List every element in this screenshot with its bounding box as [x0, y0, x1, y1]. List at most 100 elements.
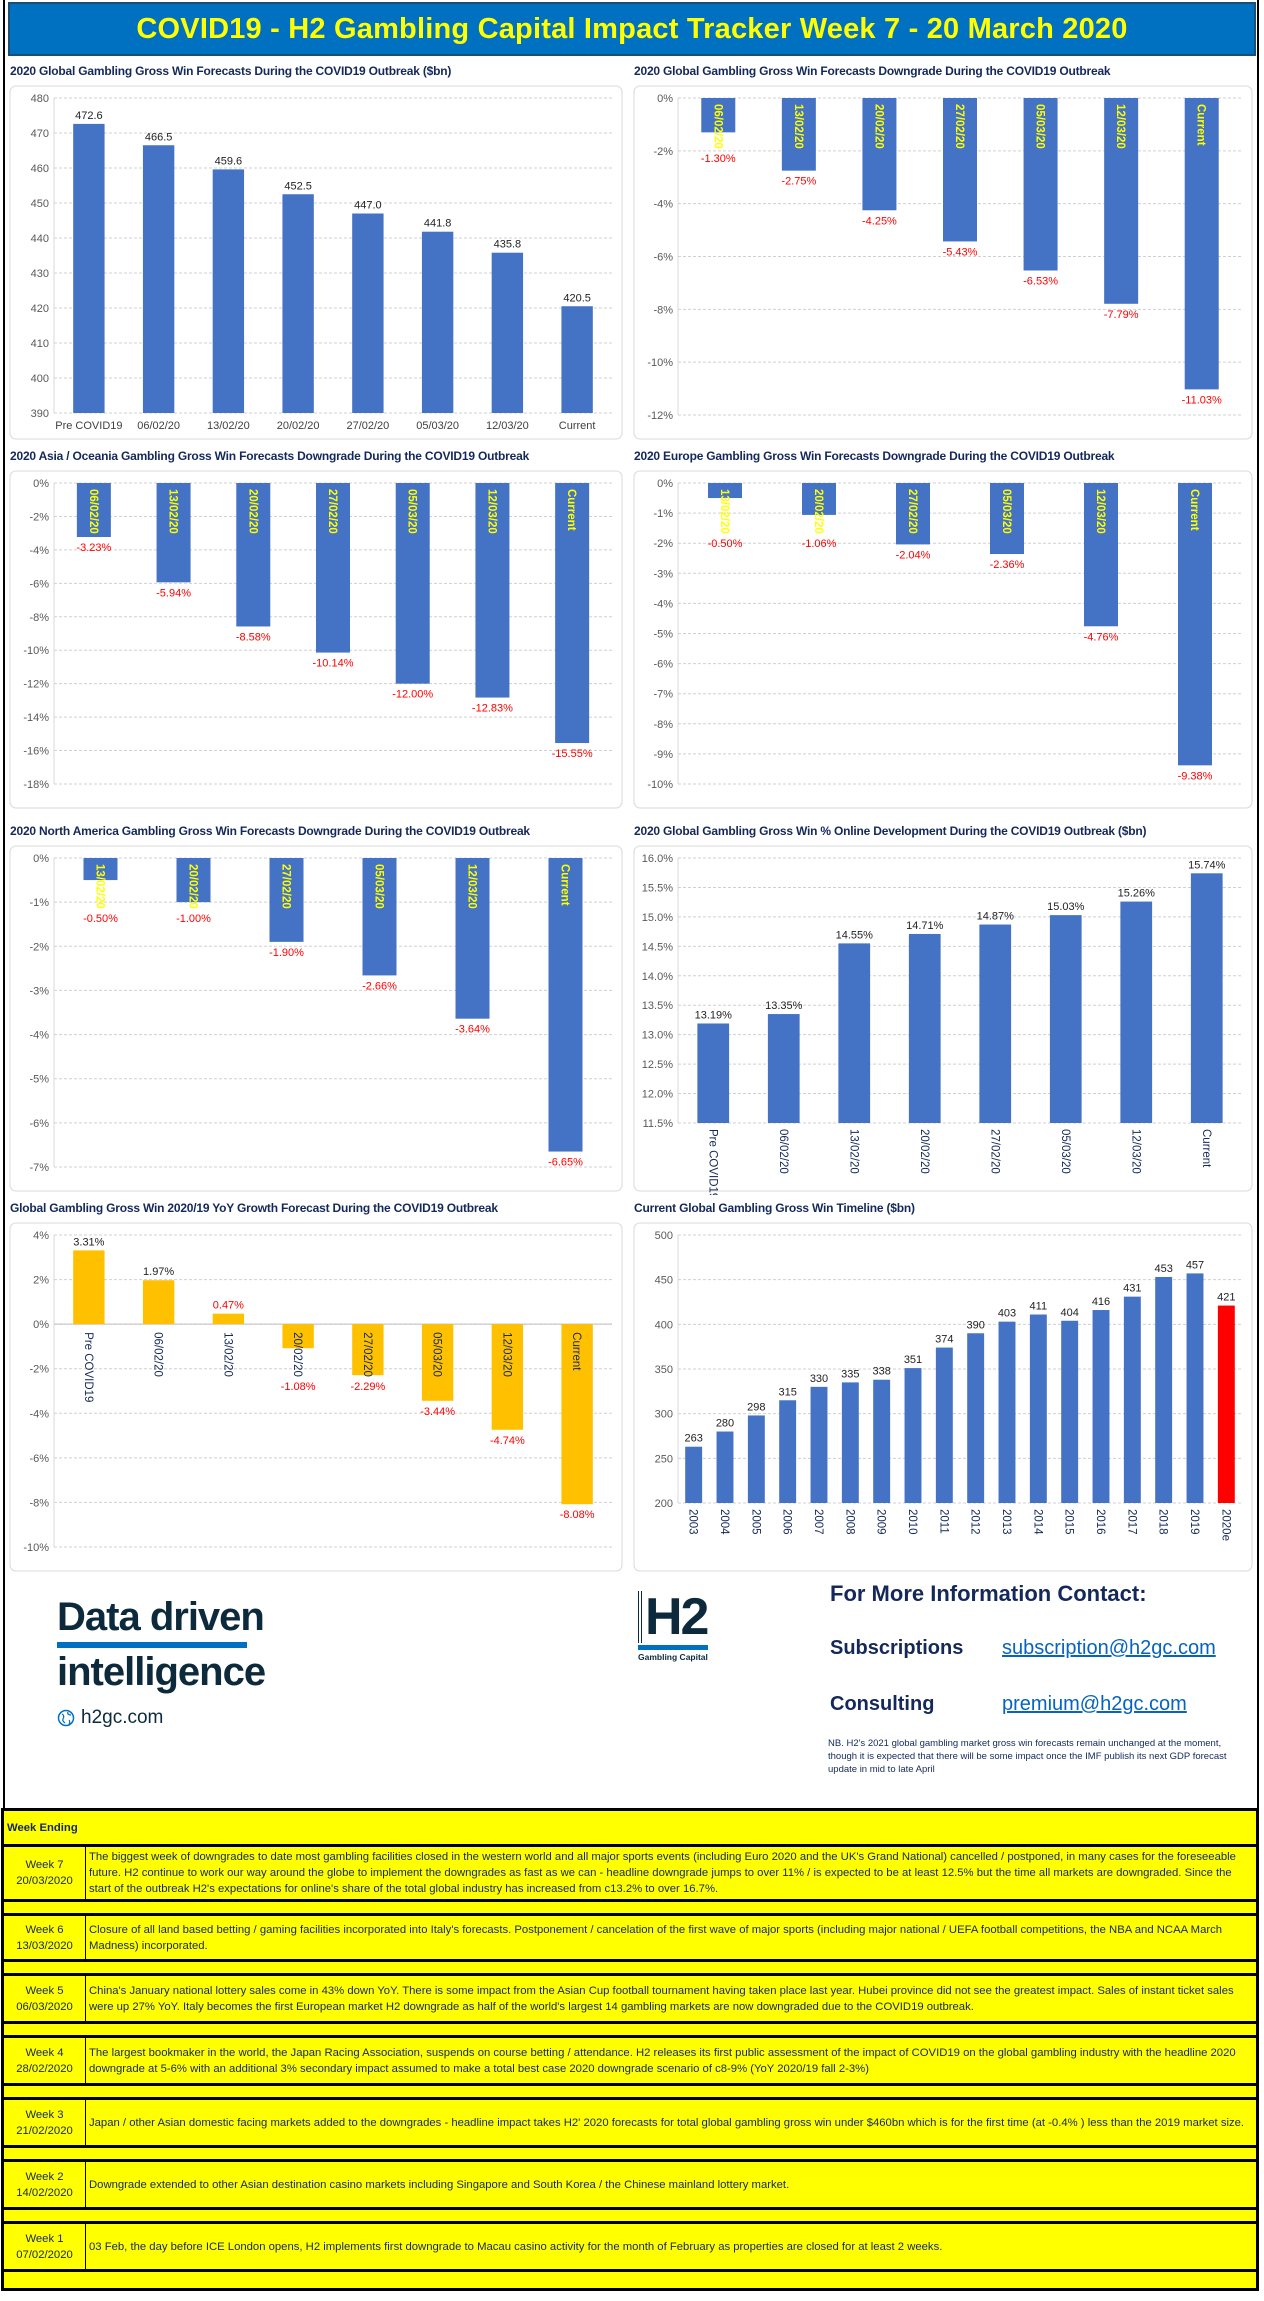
- chart-title: Current Global Gambling Gross Win Timeli…: [634, 1201, 915, 1215]
- category-label: 06/02/20: [777, 1129, 789, 1174]
- y-tick-label: -6%: [29, 1453, 49, 1465]
- data-label: 15.74%: [1188, 859, 1226, 871]
- data-label: -12.00%: [392, 689, 433, 701]
- table-header: Week Ending: [4, 1811, 1256, 1847]
- bar: [212, 1313, 245, 1325]
- data-label: 403: [998, 1308, 1016, 1320]
- y-tick-label: 440: [31, 233, 49, 245]
- category-label: 12/03/20: [466, 864, 478, 909]
- y-tick-label: 470: [31, 128, 49, 140]
- tagline-line1: Data driven: [57, 1595, 265, 1639]
- table-row: Week 2 14/02/2020 Downgrade extended to ot…: [4, 2162, 1256, 2210]
- bar: [352, 1324, 384, 1376]
- y-tick-label: 500: [655, 1230, 673, 1242]
- data-label: 466.5: [145, 131, 173, 143]
- table-row: Week 1 07/02/2020 03 Feb, the day before I…: [4, 2224, 1256, 2272]
- spacer-row: [4, 2148, 1256, 2162]
- spacer-row: [4, 2272, 1256, 2288]
- y-tick-label: 15.5%: [642, 882, 673, 894]
- bar: [282, 194, 314, 413]
- forecast-note: NB. H2's 2021 global gambling market gro…: [828, 1738, 1227, 1775]
- bar: [908, 933, 941, 1123]
- data-label: -1.06%: [802, 538, 837, 550]
- data-label: 390: [966, 1319, 984, 1331]
- bar: [1029, 1314, 1047, 1503]
- spacer-row: [4, 2024, 1256, 2038]
- week-date: 20/03/2020: [16, 1875, 73, 1887]
- bar: [212, 169, 245, 413]
- bar: [1120, 901, 1153, 1123]
- chart-svg: -10% -8% -6% -4% -2% 0% 2% 4% Pre COVID19 3.31% 06…: [9, 1222, 623, 1572]
- data-label: -2.66%: [362, 980, 397, 992]
- category-label: 05/03/20: [1000, 489, 1012, 534]
- bar: [979, 924, 1012, 1123]
- category-label: 2007: [812, 1509, 824, 1535]
- category-label: 27/02/20: [280, 864, 292, 909]
- y-tick-label: -4%: [653, 199, 673, 211]
- data-label: 452.5: [284, 180, 312, 192]
- data-label: -2.29%: [350, 1381, 385, 1393]
- y-tick-label: -1%: [29, 897, 49, 909]
- bar: [998, 1321, 1016, 1503]
- bar: [716, 1431, 734, 1503]
- y-tick-label: -4%: [29, 1408, 49, 1420]
- bar: [1217, 1305, 1235, 1503]
- chart-global-downgrade: 2020 Global Gambling Gross Win Forecasts…: [630, 58, 1256, 443]
- table-row: Week 4 28/02/2020 The largest bookmaker in…: [4, 2038, 1256, 2086]
- week-label: Week 2: [25, 2170, 64, 2183]
- y-tick-label: 200: [655, 1498, 673, 1510]
- data-label: 13.35%: [765, 1000, 803, 1012]
- y-tick-label: -2%: [29, 941, 49, 953]
- category-label: 05/03/20: [416, 420, 459, 432]
- y-tick-label: -6%: [29, 1118, 49, 1130]
- h2-logo: H2 Gambling Capital: [638, 1591, 709, 1662]
- bar: [781, 98, 816, 171]
- chart-asia-downgrade: 2020 Asia / Oceania Gambling Gross Win F…: [6, 443, 626, 812]
- week-label: Week 6: [25, 1923, 64, 1936]
- data-label: -2.36%: [990, 559, 1025, 571]
- data-label: 447.0: [354, 200, 382, 212]
- category-label: 12/03/20: [500, 1332, 512, 1377]
- bar: [873, 1379, 891, 1503]
- category-label: 2009: [875, 1509, 887, 1535]
- y-tick-label: 12.0%: [642, 1089, 673, 1101]
- category-label: 06/02/20: [87, 489, 99, 534]
- category-label: 27/02/20: [346, 420, 389, 432]
- data-label: 15.03%: [1047, 901, 1085, 913]
- category-label: 2003: [687, 1509, 699, 1535]
- category-label: Current: [559, 864, 571, 906]
- week-date: 13/03/2020: [16, 1939, 73, 1952]
- y-tick-label: 15.0%: [642, 912, 673, 924]
- y-tick-label: -6%: [653, 252, 673, 264]
- bar: [83, 858, 118, 881]
- website-link[interactable]: h2gc.com: [57, 1707, 163, 1729]
- logo-subtext: Gambling Capital: [638, 1652, 708, 1662]
- data-label: -0.50%: [83, 913, 118, 925]
- y-tick-label: 300: [655, 1409, 673, 1421]
- y-tick-label: -10%: [23, 645, 49, 657]
- category-label: 2013: [1000, 1509, 1012, 1535]
- category-label: 06/02/20: [711, 104, 723, 149]
- category-label: 20/02/20: [277, 420, 320, 432]
- spacer-row: [4, 2210, 1256, 2224]
- data-label: -2.04%: [896, 549, 931, 561]
- data-label: 3.31%: [73, 1236, 104, 1248]
- y-tick-label: -10%: [647, 779, 673, 791]
- category-label: 27/02/20: [988, 1129, 1000, 1174]
- data-label: -3.23%: [76, 542, 111, 554]
- chart-global-forecast: 2020 Global Gambling Gross Win Forecasts…: [6, 58, 626, 443]
- data-label: 13.19%: [695, 1009, 733, 1021]
- y-tick-label: 0%: [33, 853, 49, 865]
- week-label: Week 1: [25, 2232, 64, 2245]
- bar: [555, 483, 590, 744]
- bar: [904, 1368, 922, 1503]
- bar: [491, 252, 524, 413]
- data-label: 14.71%: [906, 920, 944, 932]
- consulting-email-link[interactable]: premium@h2gc.com: [1002, 1693, 1187, 1715]
- y-tick-label: -2%: [653, 538, 673, 550]
- data-label: -11.03%: [1182, 394, 1222, 406]
- data-label: 14.87%: [977, 911, 1015, 923]
- data-label: -15.55%: [552, 748, 593, 760]
- category-label: Pre COVID19: [82, 1332, 94, 1402]
- subscriptions-email-link[interactable]: subscription@h2gc.com: [1002, 1637, 1216, 1659]
